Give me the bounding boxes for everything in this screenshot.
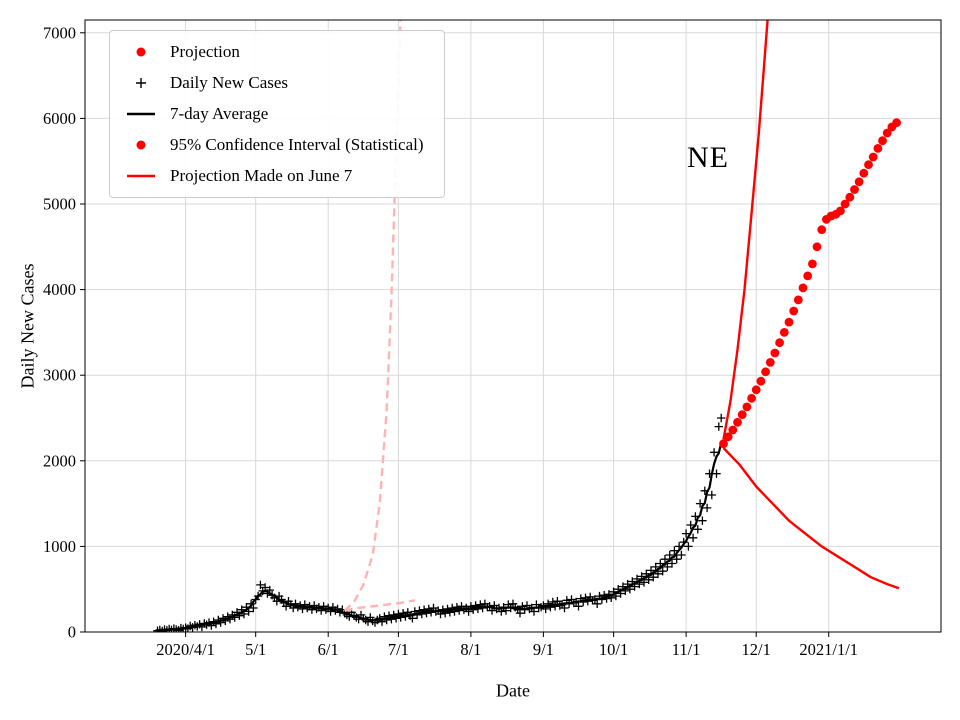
projection-dots: [719, 118, 901, 449]
dot-marker-icon: [124, 43, 158, 61]
daily-new-cases-markers: [153, 413, 726, 632]
y-tick-label: 7000: [43, 23, 76, 42]
7-day-average-line: [157, 442, 723, 632]
dot-marker-icon: [124, 136, 158, 154]
legend-label: Projection: [170, 42, 240, 61]
95-ci-lower-line: [722, 447, 900, 590]
x-tick-label: 5/1: [245, 640, 266, 659]
series-layer: [153, 20, 901, 632]
95-ci-upper-line: [722, 20, 769, 440]
june-7-projection-upper-line: [343, 20, 402, 612]
line-marker-icon: [124, 105, 158, 123]
line-marker-icon: [124, 167, 158, 185]
y-tick-label: 1000: [43, 537, 76, 556]
june-7-projection-lower-line: [344, 599, 416, 612]
y-axis-label: Daily New Cases: [17, 263, 38, 389]
legend-item: Projection Made on June 7: [124, 166, 424, 186]
legend-label: Projection Made on June 7: [170, 166, 353, 185]
legend-item: 7-day Average: [124, 104, 424, 124]
legend-item: Daily New Cases: [124, 73, 424, 93]
y-tick-label: 3000: [43, 366, 76, 385]
plot-border: [84, 19, 942, 633]
region-annotation: NE: [687, 141, 729, 174]
y-tick-label: 0: [68, 623, 76, 642]
x-tick-label: 2021/1/1: [799, 640, 858, 659]
legend-item: Projection: [124, 42, 424, 62]
x-tick-label: 10/1: [599, 640, 628, 659]
axis-ticks: 2020/4/1 5/1 6/1 7/1 8/1 9/1 10/1 11/1 12/1 2021/…: [43, 23, 858, 659]
legend-label: 7-day Average: [170, 104, 269, 123]
x-tick-label: 2020/4/1: [156, 640, 215, 659]
y-tick-label: 6000: [43, 109, 76, 128]
x-tick-label: 6/1: [318, 640, 339, 659]
y-tick-label: 5000: [43, 195, 76, 214]
legend-label: 95% Confidence Interval (Statistical): [170, 135, 424, 154]
plus-marker-icon: [124, 74, 158, 92]
y-tick-label: 4000: [43, 280, 76, 299]
y-tick-label: 2000: [43, 451, 76, 470]
x-tick-label: 7/1: [388, 640, 409, 659]
x-tick-label: 11/1: [672, 640, 701, 659]
x-tick-label: 12/1: [742, 640, 771, 659]
x-tick-label: 8/1: [460, 640, 481, 659]
legend: Projection Daily New Cases 7-day Average 95…: [109, 30, 445, 198]
x-axis-label: Date: [496, 680, 530, 701]
legend-item: 95% Confidence Interval (Statistical): [124, 135, 424, 155]
legend-label: Daily New Cases: [170, 73, 289, 92]
x-tick-label: 9/1: [533, 640, 554, 659]
